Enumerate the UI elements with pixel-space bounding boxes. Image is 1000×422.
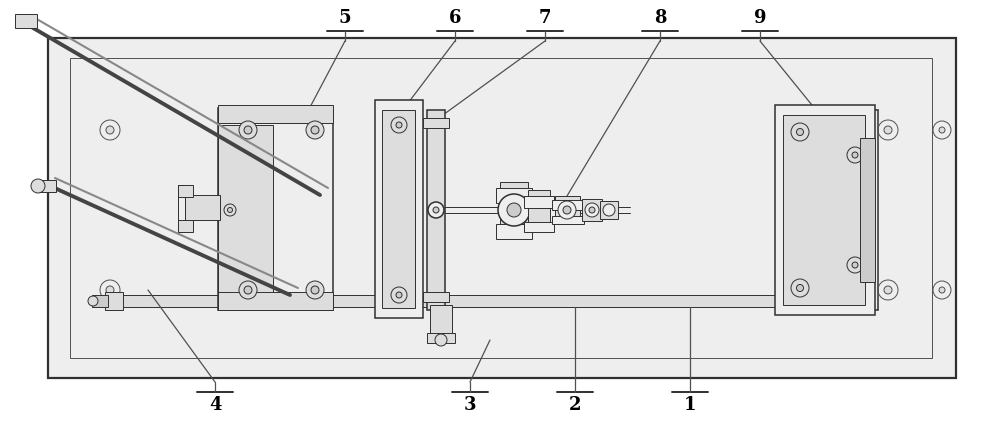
Circle shape: [106, 286, 114, 294]
Circle shape: [244, 126, 252, 134]
Bar: [582, 199, 602, 221]
Text: 8: 8: [654, 9, 666, 27]
Bar: [860, 138, 875, 282]
Bar: [524, 196, 554, 208]
Circle shape: [311, 126, 319, 134]
Bar: [218, 292, 333, 310]
Bar: [496, 224, 532, 239]
Circle shape: [306, 121, 324, 139]
Bar: [427, 333, 455, 343]
Bar: [218, 125, 273, 293]
Circle shape: [884, 286, 892, 294]
Text: 5: 5: [339, 9, 351, 27]
Bar: [178, 220, 193, 232]
Circle shape: [433, 207, 439, 213]
Bar: [600, 201, 618, 219]
Circle shape: [239, 281, 257, 299]
Circle shape: [558, 201, 576, 219]
Bar: [775, 105, 875, 315]
Bar: [112, 295, 852, 307]
Text: 2: 2: [569, 396, 581, 414]
Circle shape: [791, 123, 809, 141]
Bar: [48, 38, 956, 378]
Bar: [178, 185, 193, 197]
Circle shape: [391, 287, 407, 303]
Circle shape: [396, 292, 402, 298]
Circle shape: [852, 152, 858, 158]
Bar: [552, 216, 584, 224]
Text: 4: 4: [209, 396, 221, 414]
Circle shape: [244, 286, 252, 294]
Bar: [15, 14, 37, 28]
Bar: [92, 295, 108, 307]
Bar: [38, 180, 56, 192]
Circle shape: [224, 204, 236, 216]
Circle shape: [939, 127, 945, 133]
Bar: [848, 292, 870, 308]
Circle shape: [498, 194, 530, 226]
Bar: [218, 108, 333, 310]
Bar: [185, 195, 220, 220]
Circle shape: [306, 281, 324, 299]
Bar: [500, 182, 528, 237]
Circle shape: [88, 296, 98, 306]
Bar: [423, 118, 449, 128]
Text: 6: 6: [449, 9, 461, 27]
Circle shape: [603, 204, 615, 216]
Text: 7: 7: [539, 9, 551, 27]
Bar: [783, 115, 865, 305]
Bar: [430, 305, 452, 337]
Circle shape: [239, 121, 257, 139]
Text: 3: 3: [464, 396, 476, 414]
Circle shape: [563, 206, 571, 214]
Circle shape: [847, 257, 863, 273]
Circle shape: [31, 179, 45, 193]
Circle shape: [884, 126, 892, 134]
Circle shape: [939, 287, 945, 293]
Bar: [427, 110, 445, 310]
Bar: [70, 58, 932, 358]
Bar: [496, 188, 532, 203]
Bar: [375, 100, 423, 318]
Circle shape: [391, 117, 407, 133]
Circle shape: [311, 286, 319, 294]
Circle shape: [796, 129, 804, 135]
Bar: [423, 292, 449, 302]
Text: 9: 9: [754, 9, 766, 27]
Bar: [218, 105, 333, 123]
Bar: [552, 200, 584, 210]
Bar: [555, 196, 580, 224]
Circle shape: [396, 122, 402, 128]
Circle shape: [435, 334, 447, 346]
Circle shape: [585, 203, 599, 217]
Bar: [105, 292, 123, 310]
Circle shape: [791, 279, 809, 297]
Circle shape: [428, 202, 444, 218]
Circle shape: [106, 126, 114, 134]
Circle shape: [847, 147, 863, 163]
Circle shape: [589, 207, 595, 213]
Circle shape: [796, 284, 804, 292]
Bar: [524, 222, 554, 232]
Circle shape: [852, 262, 858, 268]
Bar: [382, 110, 415, 308]
Circle shape: [228, 208, 233, 213]
Circle shape: [507, 203, 521, 217]
Bar: [528, 190, 550, 230]
Text: 1: 1: [684, 396, 696, 414]
